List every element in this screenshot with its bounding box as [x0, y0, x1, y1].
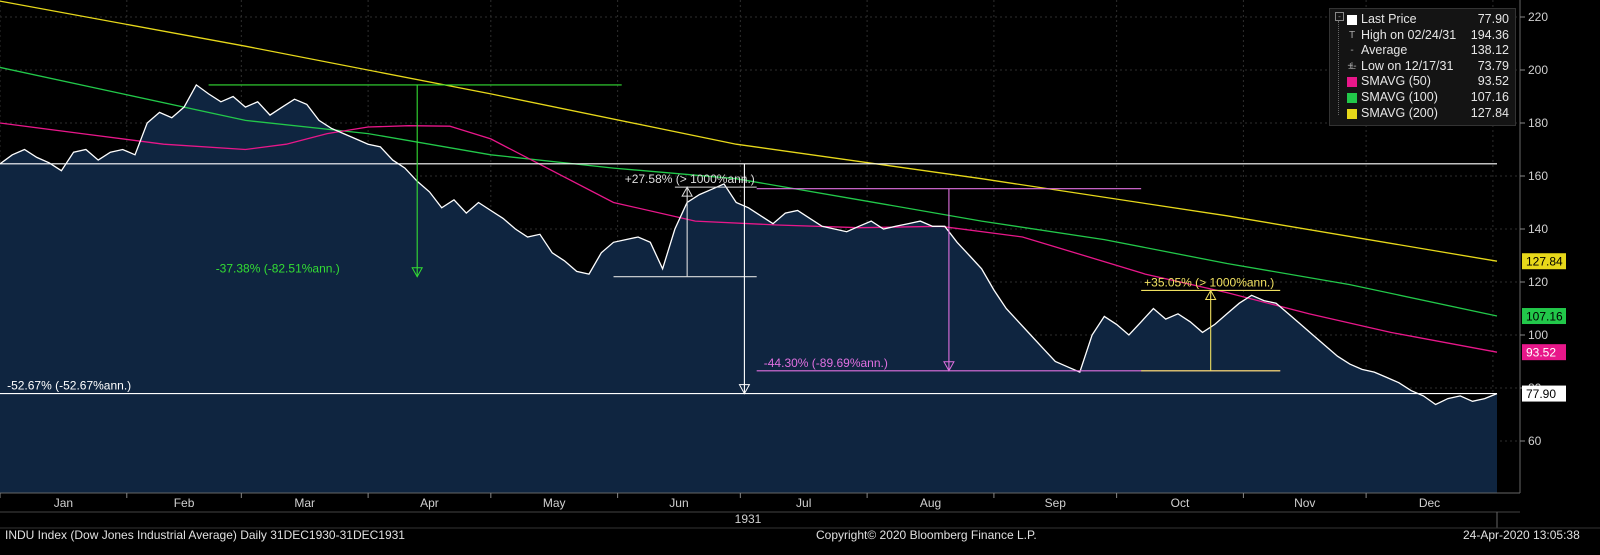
series-line-smavg-200-: [0, 0, 1498, 262]
legend-value: 93.52: [1477, 74, 1509, 89]
legend-row[interactable]: T High on 02/24/31 194.36: [1330, 28, 1515, 44]
axis-value-tag: [1522, 344, 1566, 361]
legend-label: High on 02/24/31: [1361, 27, 1457, 42]
annotation-label: -52.67% (-52.67%ann.): [7, 379, 131, 393]
x-tick-label: May: [543, 496, 566, 510]
x-tick-label: Jan: [54, 496, 73, 510]
x-tick-label: Mar: [294, 496, 315, 510]
legend-row[interactable]: Last Price 77.90: [1330, 12, 1515, 28]
axis-value-tag-label: 107.16: [1526, 310, 1563, 324]
axis-value-tag-label: 77.90: [1526, 387, 1556, 401]
x-tick-label: Feb: [174, 496, 195, 510]
series-line-last-price: [0, 83, 1498, 406]
annotation-label: -44.30% (-89.69%ann.): [764, 356, 888, 370]
annotation-arrow-head: [411, 267, 424, 278]
high-marker-icon: T: [1348, 29, 1356, 41]
x-tick-label: Jun: [669, 496, 688, 510]
x-tick-label: Nov: [1294, 496, 1315, 510]
x-tick-label: Dec: [1419, 496, 1440, 510]
legend-value: 194.36: [1470, 27, 1509, 42]
x-tick-label: Apr: [420, 496, 439, 510]
legend-label: SMAVG (50): [1361, 74, 1431, 89]
annotation-arrow-head: [943, 361, 955, 372]
legend-row[interactable]: ⊥ Low on 12/17/31 73.79: [1330, 59, 1515, 75]
legend-value: 127.84: [1470, 105, 1509, 120]
annotation-layer: -37.38% (-82.51%ann.) +27.58% (> 1000%ann…: [0, 84, 1497, 395]
annotation-arrow-head: [1204, 289, 1217, 300]
axis-value-tag: [1522, 253, 1566, 270]
legend-value: 107.16: [1470, 89, 1509, 104]
legend-swatch: [1347, 92, 1357, 103]
legend-label: Last Price: [1361, 12, 1417, 26]
footer-security-info: INDU Index (Dow Jones Industrial Average…: [5, 528, 405, 542]
legend-tree-line: [1338, 21, 1339, 115]
legend-value: 138.12: [1470, 43, 1509, 58]
legend-collapse-icon[interactable]: -: [1335, 12, 1344, 21]
series-line-smavg-100-: [0, 66, 1498, 317]
x-tick-label: Jul: [796, 496, 811, 510]
x-tick-label: Sep: [1045, 496, 1067, 510]
chart-legend[interactable]: - Last Price 77.90 T High on 02/24/31 194.36…: [1329, 8, 1516, 126]
legend-label: Low on 12/17/31: [1361, 58, 1454, 73]
axis-value-tag-label: 127.84: [1526, 255, 1563, 269]
legend-swatch: [1347, 77, 1357, 88]
legend-value: 77.90: [1477, 12, 1509, 26]
legend-row[interactable]: SMAVG (200) 127.84: [1330, 106, 1515, 122]
axes: 6080100120140160180200220127.84107.1693.…: [0, 0, 1600, 529]
series-line-smavg-50-: [0, 122, 1498, 353]
annotation-arrow-head: [738, 384, 751, 395]
legend-row[interactable]: -+- Average 138.12: [1330, 43, 1515, 72]
x-tick-label: Oct: [1171, 496, 1190, 510]
axis-value-tag: [1522, 308, 1566, 325]
axis-value-tag-label: 93.52: [1526, 346, 1556, 360]
y-tick-label: 100: [1528, 328, 1548, 342]
legend-label: Average: [1361, 43, 1408, 58]
legend-row[interactable]: SMAVG (100) 107.16: [1330, 90, 1515, 106]
price-area-fill: [0, 84, 1497, 493]
plot-area: [0, 0, 1498, 493]
y-tick-label: 140: [1528, 222, 1548, 236]
y-tick-label: 60: [1528, 434, 1542, 448]
annotation-label: +27.58% (> 1000%ann.): [625, 172, 755, 186]
low-marker-icon: ⊥: [1347, 60, 1357, 72]
legend-label: SMAVG (100): [1361, 89, 1438, 104]
y-tick-label: 160: [1528, 169, 1548, 183]
year-label: 1931: [735, 512, 762, 526]
legend-row[interactable]: SMAVG (50) 93.52: [1330, 74, 1515, 90]
y-tick-label: 120: [1528, 275, 1548, 289]
y-tick-label: 220: [1528, 10, 1548, 24]
legend-swatch: [1347, 108, 1357, 119]
y-tick-label: 200: [1528, 63, 1548, 77]
footer-timestamp: 24-Apr-2020 13:05:38: [1463, 528, 1580, 542]
average-marker-icon: -+-: [1347, 45, 1357, 72]
legend-label: SMAVG (200): [1361, 105, 1438, 120]
annotation-label: +35.05% (> 1000%ann.): [1144, 275, 1274, 289]
legend-swatch: [1347, 15, 1357, 25]
axis-value-tag: [1522, 385, 1566, 402]
annotation-arrow-head: [681, 186, 693, 197]
legend-value: 73.79: [1477, 58, 1509, 73]
annotation-label: -37.38% (-82.51%ann.): [216, 262, 340, 276]
y-tick-label: 180: [1528, 116, 1548, 130]
x-tick-label: Aug: [920, 496, 941, 510]
footer-copyright: Copyright© 2020 Bloomberg Finance L.P.: [816, 528, 1037, 542]
